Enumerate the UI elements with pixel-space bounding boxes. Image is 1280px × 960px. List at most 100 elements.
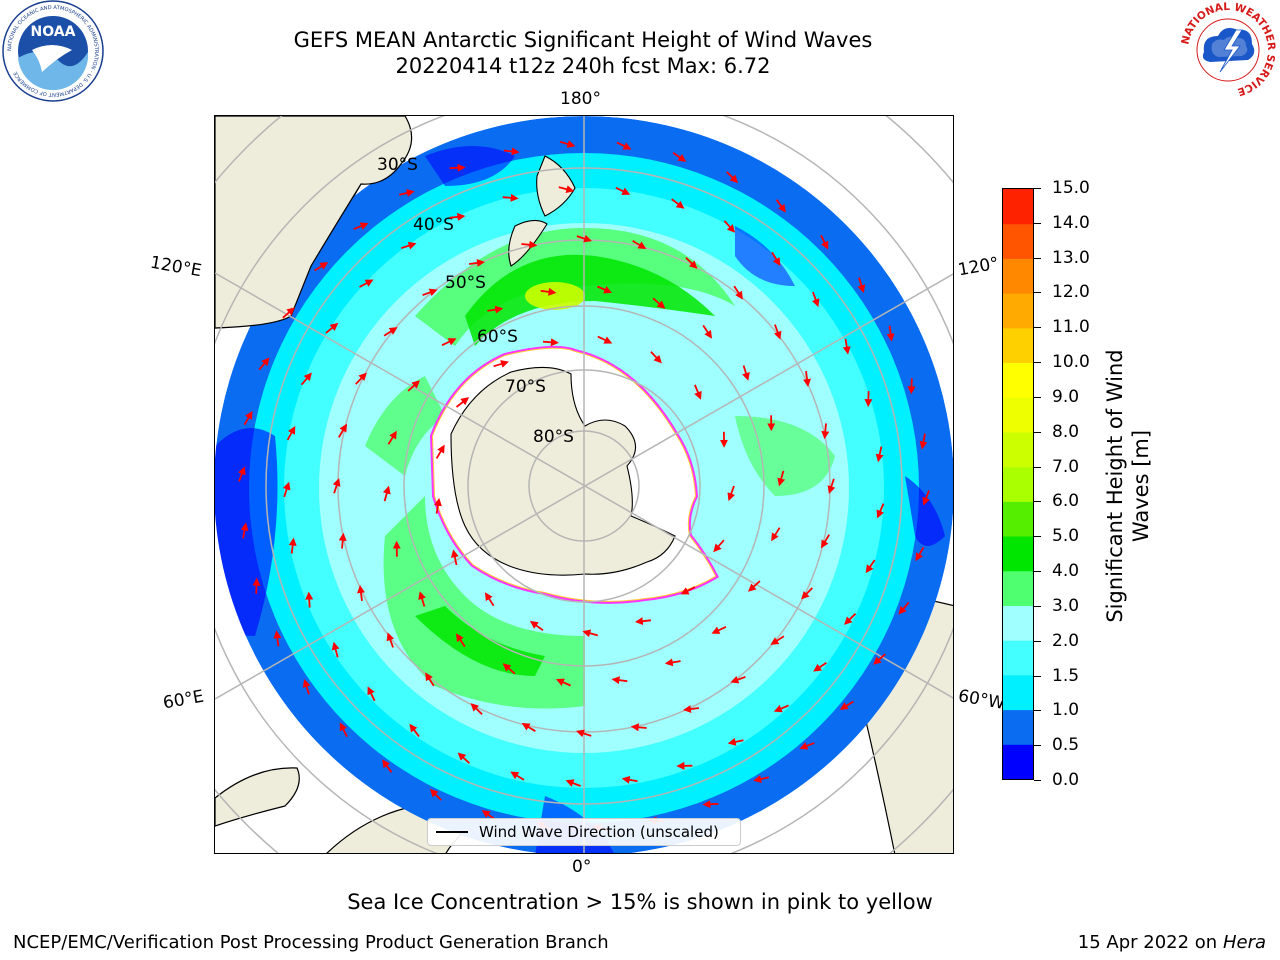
lat-label-40: 40°S bbox=[413, 215, 454, 235]
colorbar-tick-label: 2.0 bbox=[1052, 630, 1080, 651]
wave-direction-arrow bbox=[288, 537, 297, 554]
wave-direction-arrow bbox=[773, 324, 782, 340]
colorbar-tick-mark bbox=[1034, 257, 1041, 259]
colorbar-tick-mark bbox=[1034, 466, 1041, 468]
colorbar-segment bbox=[1003, 709, 1033, 745]
colorbar-tick-label: 1.0 bbox=[1052, 700, 1080, 721]
lon-label-120w: 120° bbox=[956, 253, 1001, 281]
map-canvas: 30°S 40°S 50°S 60°S 70°S 80°S bbox=[215, 116, 953, 853]
wave-direction-arrow bbox=[922, 490, 930, 506]
wave-direction-arrow bbox=[456, 633, 466, 648]
wave-direction-arrow bbox=[332, 478, 341, 494]
wave-direction-arrow bbox=[367, 686, 376, 702]
wave-direction-arrow bbox=[664, 658, 681, 667]
colorbar-segment bbox=[1003, 223, 1033, 259]
colorbar-segment bbox=[1003, 258, 1033, 294]
wave-direction-arrow bbox=[449, 163, 466, 172]
chart-title: GEFS MEAN Antarctic Significant Height o… bbox=[293, 28, 873, 52]
colorbar-tick-label: 4.0 bbox=[1052, 561, 1080, 582]
wave-direction-arrow bbox=[484, 592, 495, 607]
wave-direction-arrow bbox=[727, 485, 736, 502]
wave-direction-arrow bbox=[441, 338, 457, 347]
colorbar-tick-mark bbox=[1034, 536, 1041, 538]
wave-direction-arrow bbox=[821, 423, 830, 440]
wave-direction-arrow bbox=[339, 722, 348, 738]
wave-direction-arrow bbox=[582, 629, 599, 638]
wave-direction-arrow bbox=[634, 617, 651, 626]
wave-direction-arrow bbox=[286, 425, 296, 441]
colorbar-tick-label: 13.0 bbox=[1052, 247, 1090, 268]
wave-direction-arrow bbox=[876, 503, 885, 519]
wave-direction-arrow bbox=[359, 279, 374, 288]
wave-direction-arrow bbox=[487, 305, 504, 314]
lon-label-120e: 120°E bbox=[148, 252, 204, 282]
colorbar-tick-label: 6.0 bbox=[1052, 491, 1080, 512]
footer-organization: NCEP/EMC/Verification Post Processing Pr… bbox=[13, 932, 609, 953]
wave-direction-arrow bbox=[331, 641, 340, 658]
colorbar-segment bbox=[1003, 640, 1033, 676]
wave-direction-arrow bbox=[875, 446, 884, 463]
wave-direction-arrow bbox=[422, 288, 438, 297]
wave-direction-arrow bbox=[672, 151, 687, 162]
wave-direction-arrow bbox=[493, 360, 509, 368]
lon-label-180: 180° bbox=[560, 89, 601, 109]
wave-direction-arrow bbox=[770, 635, 785, 645]
chart-subtitle: 20220414 t12z 240h fcst Max: 6.72 bbox=[395, 54, 771, 78]
wave-direction-arrow bbox=[827, 478, 836, 494]
colorbar-label: Significant Height of Wind Waves [m] bbox=[1103, 349, 1153, 623]
wave-direction-arrow bbox=[521, 722, 536, 732]
wave-direction-arrow bbox=[325, 322, 339, 334]
wave-direction-arrow bbox=[576, 234, 592, 243]
wave-direction-arrow bbox=[400, 241, 417, 250]
colorbar-segment bbox=[1003, 466, 1033, 502]
wave-direction-arrow bbox=[258, 357, 270, 371]
lon-label-60e: 60°E bbox=[161, 686, 206, 714]
colorbar-tick-mark bbox=[1034, 675, 1041, 677]
nws-logo: NATIONAL WEATHER SERVICE bbox=[1179, 1, 1277, 98]
wave-direction-arrow bbox=[865, 559, 876, 574]
wave-direction-arrow bbox=[540, 287, 557, 296]
wave-direction-arrow bbox=[300, 372, 312, 386]
wave-direction-arrow bbox=[844, 613, 857, 625]
wave-direction-arrow bbox=[468, 259, 485, 267]
wave-direction-arrow bbox=[282, 307, 295, 319]
colorbar-tick-mark bbox=[1034, 362, 1041, 364]
wave-direction-arrow bbox=[502, 193, 519, 202]
colorbar-tick-label: 7.0 bbox=[1052, 456, 1080, 477]
lon-label-60w: 60°W bbox=[956, 686, 1007, 714]
wave-direction-arrow bbox=[886, 325, 895, 342]
wave-direction-arrow bbox=[753, 775, 769, 783]
coastlines bbox=[215, 116, 576, 329]
wave-direction-arrow bbox=[711, 625, 727, 634]
colorbar-segment bbox=[1003, 744, 1033, 779]
wave-direction-arrow bbox=[597, 335, 613, 344]
footer-host: Hera bbox=[1222, 932, 1266, 953]
wave-direction-arrow bbox=[382, 759, 393, 773]
wave-direction-arrow bbox=[597, 285, 613, 294]
colorbar-tick-mark bbox=[1034, 605, 1041, 607]
wave-direction-arrow bbox=[811, 291, 820, 308]
wave-direction-arrow bbox=[470, 703, 483, 715]
wave-direction-arrow bbox=[702, 800, 719, 809]
colorbar-tick-label: 5.0 bbox=[1052, 526, 1080, 547]
colorbar-tick-label: 9.0 bbox=[1052, 386, 1080, 407]
colorbar-segment bbox=[1003, 431, 1033, 468]
colorbar-tick-mark bbox=[1034, 571, 1041, 573]
colorbar bbox=[1002, 188, 1034, 780]
noaa-logo-text: NOAA bbox=[31, 24, 76, 40]
latitude-labels: 30°S 40°S 50°S 60°S 70°S 80°S bbox=[377, 155, 574, 447]
wave-direction-arrow bbox=[748, 580, 761, 592]
wave-direction-arrow bbox=[510, 771, 525, 781]
wave-direction-arrow bbox=[773, 704, 789, 713]
wave-direction-arrow bbox=[243, 410, 253, 426]
wave-direction-arrow bbox=[383, 327, 398, 337]
wave-direction-arrow bbox=[238, 466, 246, 482]
wave-direction-arrow bbox=[457, 752, 471, 764]
wave-direction-arrow bbox=[839, 700, 854, 710]
wave-direction-arrow bbox=[542, 338, 559, 347]
antarctica bbox=[429, 345, 719, 604]
colorbar-tick-label: 10.0 bbox=[1052, 352, 1090, 373]
wind-wave-arrows bbox=[238, 140, 930, 832]
colorbar-segment bbox=[1003, 674, 1033, 711]
lon-label-0: 0° bbox=[572, 857, 592, 877]
